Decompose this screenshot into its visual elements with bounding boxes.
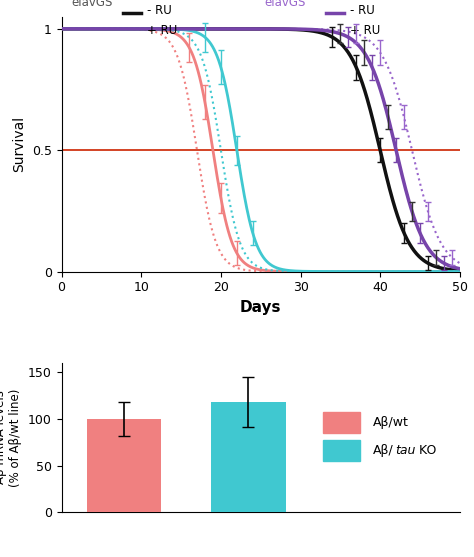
Text: Aβ/: Aβ/ (373, 444, 393, 457)
Bar (86, 419, 161, 512)
Bar (323, 412, 360, 433)
Text: KO: KO (415, 444, 437, 457)
Text: tau: tau (395, 444, 415, 457)
Text: elavGS: elavGS (264, 0, 306, 9)
Y-axis label: Aβ mRNA levels
(% of Aβ/wt line): Aβ mRNA levels (% of Aβ/wt line) (0, 388, 22, 487)
X-axis label: Days: Days (240, 300, 282, 315)
Bar (211, 402, 285, 512)
Text: elavGS: elavGS (72, 0, 113, 9)
Text: + RU: + RU (350, 25, 381, 37)
Text: + RU: + RU (147, 25, 177, 37)
Y-axis label: Survival: Survival (12, 116, 27, 172)
Text: Aβ/wt: Aβ/wt (373, 416, 409, 429)
Text: - RU: - RU (350, 4, 375, 17)
Text: - RU: - RU (147, 4, 172, 17)
Bar (323, 441, 360, 461)
